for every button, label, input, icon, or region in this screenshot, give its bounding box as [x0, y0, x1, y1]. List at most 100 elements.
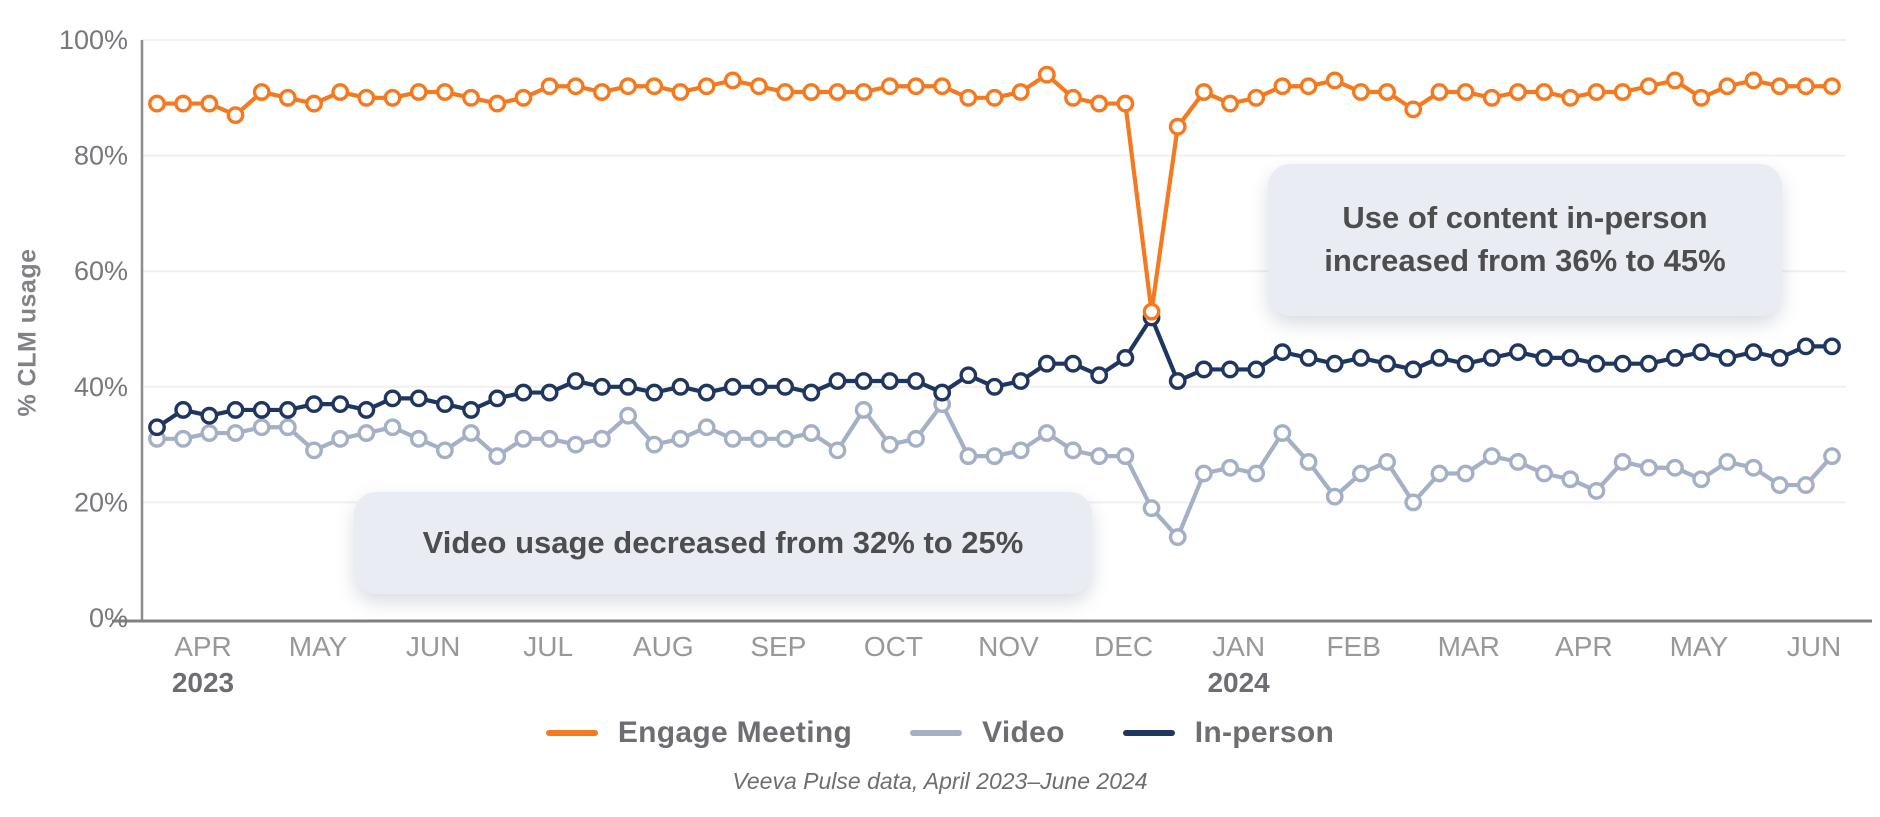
- video-point: [1509, 453, 1527, 471]
- engage-meeting-point: [1509, 83, 1527, 101]
- in-person-point: [1482, 348, 1501, 367]
- video-point: [1639, 458, 1658, 477]
- video-point: [1090, 447, 1109, 466]
- in-person-point: [1456, 354, 1475, 373]
- x-month-label: JAN: [1212, 631, 1265, 662]
- in-person-point: [488, 389, 507, 408]
- in-person-point: [1535, 348, 1554, 367]
- video-point: [1116, 447, 1135, 466]
- in-person-point: [1037, 354, 1056, 373]
- x-month-label: JUL: [523, 631, 573, 662]
- in-person-point: [305, 395, 323, 414]
- x-year-label: 2024: [1207, 667, 1270, 698]
- video-point: [1823, 447, 1841, 466]
- engage-meeting-point: [1037, 65, 1056, 84]
- video-point: [409, 429, 428, 448]
- in-person-point: [880, 372, 899, 390]
- engage-meeting-point: [776, 83, 795, 101]
- engage-meeting-point: [1194, 83, 1213, 101]
- in-person-point: [671, 377, 690, 396]
- y-axis-title: % CLM usage: [13, 248, 42, 417]
- y-tick-label: 100%: [59, 25, 128, 55]
- in-person-point: [174, 401, 193, 419]
- engage-meeting-point: [1796, 77, 1815, 96]
- in-person-point: [750, 377, 768, 396]
- engage-meeting-point: [305, 94, 323, 113]
- video-point: [1037, 424, 1056, 442]
- x-month-label: NOV: [978, 631, 1039, 662]
- engage-meeting-point: [566, 77, 585, 96]
- legend-item-video: Video: [910, 716, 1065, 750]
- engage-meeting-point: [252, 83, 271, 101]
- engage-meeting-point: [1456, 83, 1475, 101]
- engage-meeting-point: [619, 77, 637, 96]
- engage-meeting-point: [907, 77, 925, 96]
- chart-caption: Veeva Pulse data, April 2023–June 2024: [732, 768, 1148, 794]
- in-person-point: [1011, 372, 1030, 390]
- engage-meeting-point: [1273, 77, 1292, 96]
- in-person-point: [1221, 360, 1239, 379]
- x-month-label: MAY: [289, 631, 348, 662]
- in-person-point: [409, 389, 428, 408]
- video-point: [1587, 481, 1606, 500]
- in-person-point: [540, 383, 559, 402]
- video-point: [1299, 453, 1318, 471]
- in-person-point: [514, 383, 533, 402]
- engage-meeting-point: [1639, 77, 1658, 96]
- engage-meeting-point: [174, 94, 193, 113]
- engage-meeting-point: [1587, 83, 1606, 101]
- engage-meeting-point: [1325, 71, 1344, 90]
- video-point: [1247, 464, 1266, 483]
- engage-meeting-point: [1142, 302, 1161, 321]
- engage-meeting-point: [933, 77, 952, 96]
- annotation-in-person: Use of content in-person increased from …: [1268, 164, 1782, 316]
- x-month-label: DEC: [1094, 631, 1153, 662]
- in-person-point: [357, 401, 376, 419]
- video-point: [1796, 476, 1815, 494]
- video-point: [1168, 528, 1187, 546]
- video-point: [593, 429, 611, 448]
- engage-meeting-point: [1744, 71, 1763, 90]
- video-point: [671, 429, 690, 448]
- video-point: [645, 435, 664, 454]
- engage-meeting-point: [1247, 88, 1266, 107]
- video-point: [1273, 424, 1292, 442]
- in-person-point: [1273, 343, 1292, 362]
- video-point: [985, 447, 1004, 466]
- in-person-line: [154, 315, 1835, 430]
- engage-meeting-point: [1064, 88, 1082, 107]
- video-point: [252, 418, 271, 437]
- engage-meeting-point: [357, 88, 376, 107]
- video-point: [1456, 464, 1475, 483]
- x-month-label: APR: [1555, 631, 1613, 662]
- video-point: [1325, 487, 1344, 506]
- legend-label: Engage Meeting: [617, 716, 853, 749]
- video-point: [907, 429, 925, 448]
- engage-meeting-point: [1692, 88, 1711, 107]
- in-person-point: [802, 383, 821, 402]
- in-person-point: [226, 401, 245, 419]
- in-person-point: [383, 389, 402, 408]
- engage-meeting-point: [671, 83, 690, 101]
- video-point: [1194, 464, 1213, 483]
- in-person-point: [1299, 348, 1318, 367]
- in-person-point: [1404, 360, 1423, 379]
- in-person-point: [1064, 354, 1082, 373]
- x-month-label: FEB: [1326, 631, 1380, 662]
- video-point: [750, 429, 768, 448]
- video-point: [723, 429, 742, 448]
- in-person-point: [566, 372, 585, 390]
- legend-item-in-person: In-person: [1122, 716, 1334, 750]
- engage-meeting-point: [1378, 83, 1396, 101]
- in-person-point: [1744, 343, 1763, 362]
- video-point: [566, 435, 585, 454]
- engage-meeting-point: [200, 94, 219, 113]
- engage-meeting-point: [854, 83, 873, 101]
- engage-meeting-point: [148, 94, 166, 113]
- video-point: [1064, 441, 1082, 460]
- engage-meeting-point: [985, 88, 1004, 107]
- video-point: [1535, 464, 1554, 483]
- video-point: [802, 424, 821, 442]
- engage-meeting-point: [1823, 77, 1841, 96]
- engage-meeting-point: [593, 83, 611, 101]
